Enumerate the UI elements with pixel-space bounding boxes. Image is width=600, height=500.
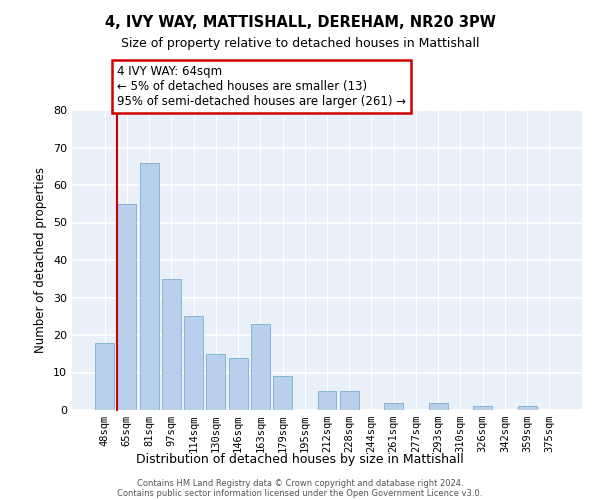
Bar <box>518 406 536 410</box>
Bar <box>251 324 270 410</box>
Bar <box>162 279 181 410</box>
Bar <box>229 358 248 410</box>
Bar <box>317 391 337 410</box>
Bar <box>206 354 225 410</box>
Bar <box>184 316 203 410</box>
Bar <box>118 204 136 410</box>
Bar <box>473 406 492 410</box>
Text: Distribution of detached houses by size in Mattishall: Distribution of detached houses by size … <box>136 454 464 466</box>
Bar <box>140 162 158 410</box>
Text: Size of property relative to detached houses in Mattishall: Size of property relative to detached ho… <box>121 38 479 51</box>
Text: 4, IVY WAY, MATTISHALL, DEREHAM, NR20 3PW: 4, IVY WAY, MATTISHALL, DEREHAM, NR20 3P… <box>104 15 496 30</box>
Text: Contains public sector information licensed under the Open Government Licence v3: Contains public sector information licen… <box>118 488 482 498</box>
Bar <box>384 402 403 410</box>
Text: 4 IVY WAY: 64sqm
← 5% of detached houses are smaller (13)
95% of semi-detached h: 4 IVY WAY: 64sqm ← 5% of detached houses… <box>117 65 406 108</box>
Text: Contains HM Land Registry data © Crown copyright and database right 2024.: Contains HM Land Registry data © Crown c… <box>137 478 463 488</box>
Bar <box>429 402 448 410</box>
Bar <box>340 391 359 410</box>
Bar <box>273 376 292 410</box>
Y-axis label: Number of detached properties: Number of detached properties <box>34 167 47 353</box>
Bar <box>95 342 114 410</box>
